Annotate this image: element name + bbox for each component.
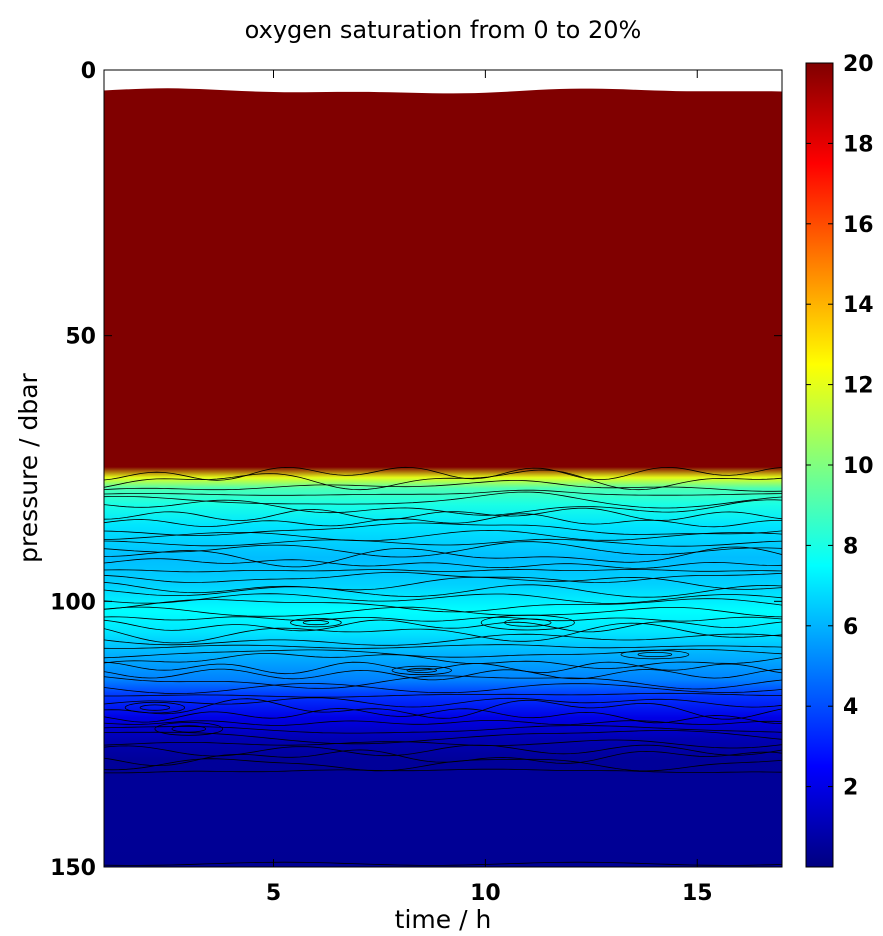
contour-loop [171, 725, 207, 733]
contour-line [104, 584, 782, 598]
contour-line [104, 683, 782, 694]
contour-line [104, 606, 782, 618]
contour-line [104, 708, 782, 724]
y-axis-ticks: 0 50 100 150 [50, 59, 782, 881]
colorbar-tick-label: 2 [843, 776, 858, 801]
contour-line [104, 749, 782, 767]
contour-line [104, 720, 782, 726]
contour-line [104, 668, 782, 681]
contour-line [104, 529, 782, 542]
colorbar-tick-label: 6 [843, 615, 858, 640]
colorbar-tick-label: 14 [843, 293, 874, 318]
contour-line [104, 725, 782, 734]
colorbar-tick-label: 18 [843, 132, 874, 157]
contour-line [104, 648, 782, 659]
contour-loop [480, 614, 575, 631]
contour-line [104, 546, 782, 568]
contour-line [104, 692, 782, 698]
colorbar-ticks: 2 4 6 8 10 12 14 16 18 20 [806, 52, 874, 801]
contour-loop [504, 618, 552, 627]
contour-line [104, 622, 782, 644]
contour-line [104, 633, 782, 646]
colorbar-tick-label: 12 [843, 374, 874, 399]
contour-line [104, 768, 782, 774]
chart-title: oxygen saturation from 0 to 20% [245, 16, 642, 44]
contour-line [104, 489, 782, 496]
y-tick-label: 150 [50, 856, 96, 881]
colorbar: 2 4 6 8 10 12 14 16 18 20 [805, 52, 874, 868]
colorbar-tick-label: 20 [843, 52, 874, 77]
contour-line [104, 675, 782, 690]
contour-line [104, 598, 782, 613]
contour-line [104, 507, 782, 522]
contour-line [104, 538, 782, 547]
colorbar-tick-label: 10 [843, 454, 874, 479]
x-tick-label: 5 [266, 881, 281, 906]
colorbar-tick-label: 16 [843, 213, 874, 238]
contour-line [104, 513, 782, 528]
x-tick-label: 15 [682, 881, 713, 906]
y-axis-label: pressure / dbar [14, 372, 43, 562]
x-axis-label: time / h [395, 905, 492, 934]
contour-line [104, 541, 782, 558]
contour-loop [302, 620, 329, 626]
contour-loop [290, 617, 342, 628]
contour-line [104, 522, 782, 537]
contour-line [104, 466, 782, 481]
contour-line [104, 568, 782, 573]
y-tick-label: 0 [81, 59, 96, 84]
contour-line [104, 469, 782, 491]
contour-line [104, 499, 782, 516]
contour-line [104, 697, 782, 708]
contour-line [104, 653, 782, 669]
colorbar-tick-label: 8 [843, 534, 858, 559]
plot-area: 5 10 15 0 50 100 150 [50, 59, 783, 906]
contour-line [104, 616, 782, 622]
x-axis-ticks: 5 10 15 [266, 70, 713, 906]
contour-line [104, 619, 782, 633]
y-tick-label: 50 [65, 325, 96, 350]
contour-line [104, 571, 782, 584]
contour-line [104, 576, 782, 594]
contour-line [104, 861, 782, 866]
contour-loop [391, 665, 452, 676]
x-tick-label: 10 [470, 881, 501, 906]
colorbar-tick-label: 4 [843, 695, 858, 720]
contour-line [104, 730, 782, 745]
contour-line [104, 593, 782, 604]
contour-loop [620, 649, 690, 660]
contour-loop [139, 704, 171, 711]
contour-line [104, 491, 782, 509]
y-tick-label: 100 [50, 590, 96, 615]
contour-line [104, 758, 782, 772]
contour-loop [637, 652, 673, 658]
contour-line [104, 480, 782, 492]
contour-loop [406, 667, 438, 673]
oxygen-field [104, 88, 782, 867]
contour-line [104, 739, 782, 749]
contour-line [104, 644, 782, 649]
plot-frame [103, 69, 783, 868]
contour-line [104, 698, 782, 720]
contour-lines [104, 466, 782, 866]
contour-loop [154, 722, 224, 736]
contour-loop [124, 701, 185, 714]
contour-line [104, 558, 782, 569]
